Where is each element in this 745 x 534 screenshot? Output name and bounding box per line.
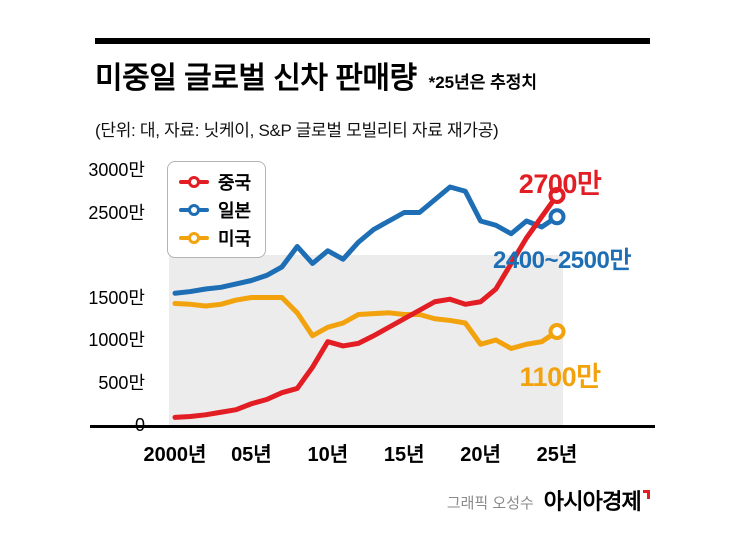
brand-logo: 아시아경제 — [543, 489, 650, 514]
title-note: *25년은 추정치 — [428, 72, 538, 92]
legend-marker-usa-icon — [179, 231, 209, 245]
legend-label-usa: 미국 — [218, 228, 252, 249]
legend-label-china: 중국 — [218, 172, 252, 193]
legend-marker-japan-icon — [179, 203, 209, 217]
annotation-japan-value: 2400~2500만 — [493, 247, 631, 274]
credit-line: 그래픽 오성수 아시아경제 — [446, 489, 650, 514]
legend-item-usa: 미국 — [179, 225, 265, 250]
header: 미중일 글로벌 신차 판매량 *25년은 추정치 — [95, 60, 537, 98]
series-line-japan — [172, 184, 560, 296]
brand-name: 아시아경제 — [543, 489, 642, 514]
annotation-usa-value: 1100만 — [519, 362, 601, 392]
endpoint-marker-china — [548, 187, 566, 204]
annotation-china-value: 2700만 — [518, 169, 602, 199]
top-rule — [95, 38, 650, 44]
chart-source-note: (단위: 대, 자료: 닛케이, S&P 글로벌 모빌리티 자료 재가공) — [95, 121, 499, 140]
legend-marker-china-icon — [179, 175, 209, 189]
graphic-credit: 그래픽 오성수 — [446, 494, 534, 512]
legend-item-china: 중국 — [179, 169, 265, 194]
legend-item-japan: 일본 — [179, 197, 265, 222]
chart-legend: 중국 일본 미국 — [167, 161, 266, 258]
legend-dot-china — [188, 175, 200, 188]
legend-dot-usa — [188, 231, 200, 244]
page-title: 미중일 글로벌 신차 판매량 — [95, 62, 417, 95]
series-line-china — [172, 193, 560, 420]
brand-mark-icon — [643, 490, 650, 499]
legend-dot-japan — [188, 203, 200, 216]
legend-label-japan: 일본 — [218, 200, 252, 221]
series-line-usa — [172, 295, 560, 351]
endpoint-marker-japan — [548, 208, 566, 226]
endpoint-marker-usa — [548, 323, 566, 340]
